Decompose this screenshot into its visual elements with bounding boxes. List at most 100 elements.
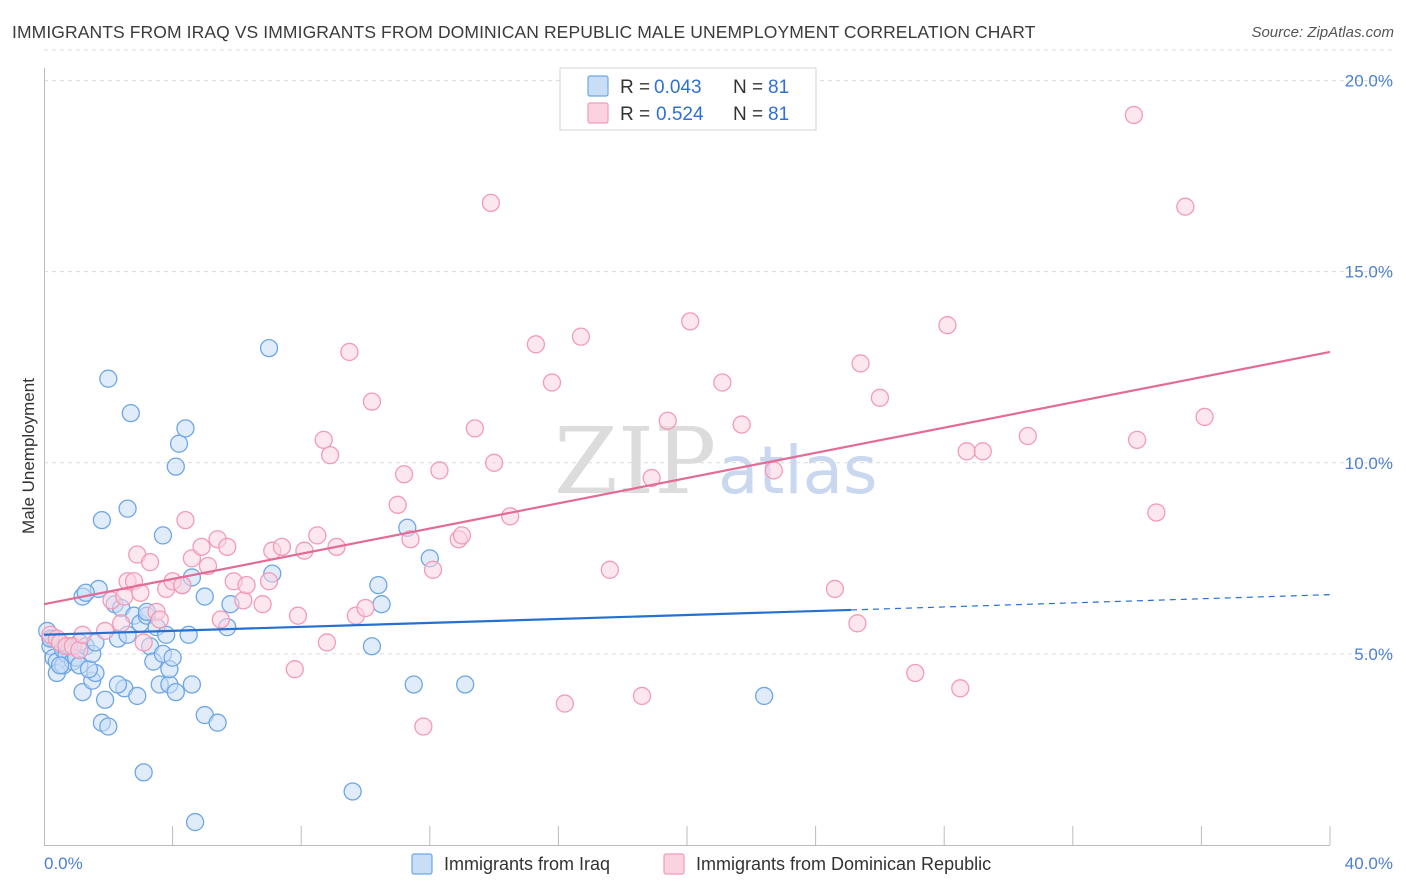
- legend-r-label-iraq: R =: [620, 77, 650, 98]
- dominican-point: [851, 354, 870, 373]
- dominican-point: [452, 526, 472, 545]
- iraq-point: [176, 419, 195, 438]
- dominican-point: [150, 610, 169, 629]
- dominican-point: [259, 572, 279, 591]
- dominican-point: [658, 411, 677, 430]
- iraq-point: [128, 686, 147, 706]
- legend-swatch-iraq: [587, 75, 609, 97]
- bottom-legend-swatch-iraq: [411, 853, 433, 875]
- trend-lines: [43, 350, 1331, 636]
- dominican-point: [484, 453, 504, 472]
- dominican-point: [632, 686, 652, 706]
- dominican-point: [1176, 197, 1195, 216]
- correlation-legend: R = 0.043 N = 81 R = 0.524 N = 81: [559, 67, 817, 131]
- dominican-point: [465, 419, 484, 438]
- bottom-legend-label-iraq: Immigrants from Iraq: [444, 854, 610, 874]
- dominican-point: [951, 679, 970, 698]
- iraq-point: [121, 403, 140, 423]
- iraq-point: [404, 675, 423, 694]
- y-tick-label: 15.0%: [1345, 263, 1393, 282]
- dominican-point: [732, 415, 751, 434]
- dominican-point: [1127, 430, 1147, 450]
- y-axis-title: Male Unemployment: [19, 378, 38, 534]
- dominican-point: [848, 614, 867, 633]
- iraq-point: [118, 499, 137, 518]
- dominican-point: [1124, 105, 1144, 125]
- iraq-point: [372, 595, 391, 614]
- dominican-point: [555, 694, 574, 713]
- dominican-point: [112, 614, 131, 633]
- legend-r-value-dominican: 0.524: [656, 104, 704, 125]
- iraq-point: [755, 686, 774, 706]
- iraq-point: [50, 656, 70, 675]
- bottom-legend-swatch-dominican: [663, 853, 685, 875]
- dominican-point: [362, 392, 382, 411]
- dominican-point: [295, 541, 314, 560]
- dominican-point: [571, 327, 591, 346]
- iraq-trend-line: [43, 608, 851, 636]
- dominican-point: [176, 510, 195, 530]
- dominican-point: [314, 430, 333, 450]
- iraq-point: [79, 660, 99, 679]
- series-dominican-points: [41, 105, 1214, 736]
- dominican-point: [356, 598, 375, 618]
- iraq-point: [179, 625, 198, 644]
- dominican-point: [134, 633, 153, 652]
- dominican-point: [253, 595, 272, 614]
- iraq-point: [153, 526, 173, 545]
- dominican-point: [308, 526, 327, 545]
- iraq-point: [182, 675, 202, 694]
- dominican-point: [288, 606, 308, 625]
- dominican-point: [526, 335, 546, 354]
- dominican-point: [234, 591, 253, 610]
- iraq-point: [95, 690, 115, 709]
- dominican-point: [272, 537, 292, 557]
- legend-n-value-iraq: 81: [768, 77, 789, 98]
- dominican-point: [285, 660, 304, 679]
- dominican-point: [764, 461, 783, 480]
- iraq-point: [169, 434, 189, 453]
- dominican-point: [423, 560, 443, 579]
- dominican-point: [192, 537, 211, 557]
- dominican-point: [140, 553, 160, 572]
- iraq-point: [185, 812, 205, 832]
- dominican-point: [430, 461, 449, 480]
- dominican-point: [1018, 426, 1037, 446]
- bottom-legend-label-dominican: Immigrants from Dominican Republic: [696, 854, 991, 874]
- dominican-point: [218, 537, 237, 557]
- x-ticks: [172, 826, 1331, 845]
- iraq-point: [166, 457, 185, 476]
- iraq-point: [362, 637, 382, 656]
- x-tick-label-max: 40.0%: [1345, 854, 1393, 873]
- iraq-point: [108, 675, 128, 694]
- axes: [44, 68, 1330, 846]
- legend-n-label-dominican: N =: [733, 104, 763, 125]
- dominican-point: [973, 442, 992, 461]
- iraq-point: [166, 682, 185, 702]
- iraq-point: [195, 587, 214, 606]
- dominican-point: [70, 640, 89, 660]
- dominican-point: [1147, 503, 1166, 522]
- dominican-point: [906, 663, 925, 683]
- dominican-point: [237, 575, 256, 595]
- iraq-point: [99, 369, 118, 388]
- iraq-point: [208, 713, 227, 732]
- dominican-point: [600, 560, 619, 579]
- iraq-point: [259, 338, 279, 358]
- dominican-point: [870, 388, 890, 407]
- legend-n-value-dominican: 81: [768, 104, 789, 125]
- dominican-point: [320, 445, 340, 465]
- source-label: Source: ZipAtlas.com: [1251, 24, 1394, 41]
- dominican-point: [642, 468, 661, 488]
- dominican-point: [713, 373, 732, 392]
- legend-swatch-dominican: [587, 102, 609, 124]
- dominican-point: [481, 193, 501, 213]
- iraq-point: [343, 782, 362, 801]
- legend-r-label-dominican: R =: [620, 104, 650, 125]
- dominican-point: [211, 610, 230, 629]
- y-tick-labels: 5.0% 10.0% 15.0% 20.0%: [1345, 72, 1393, 664]
- dominican-point: [957, 442, 976, 461]
- iraq-point: [456, 675, 475, 694]
- dominican-point: [414, 717, 433, 736]
- dominican-point: [340, 342, 359, 362]
